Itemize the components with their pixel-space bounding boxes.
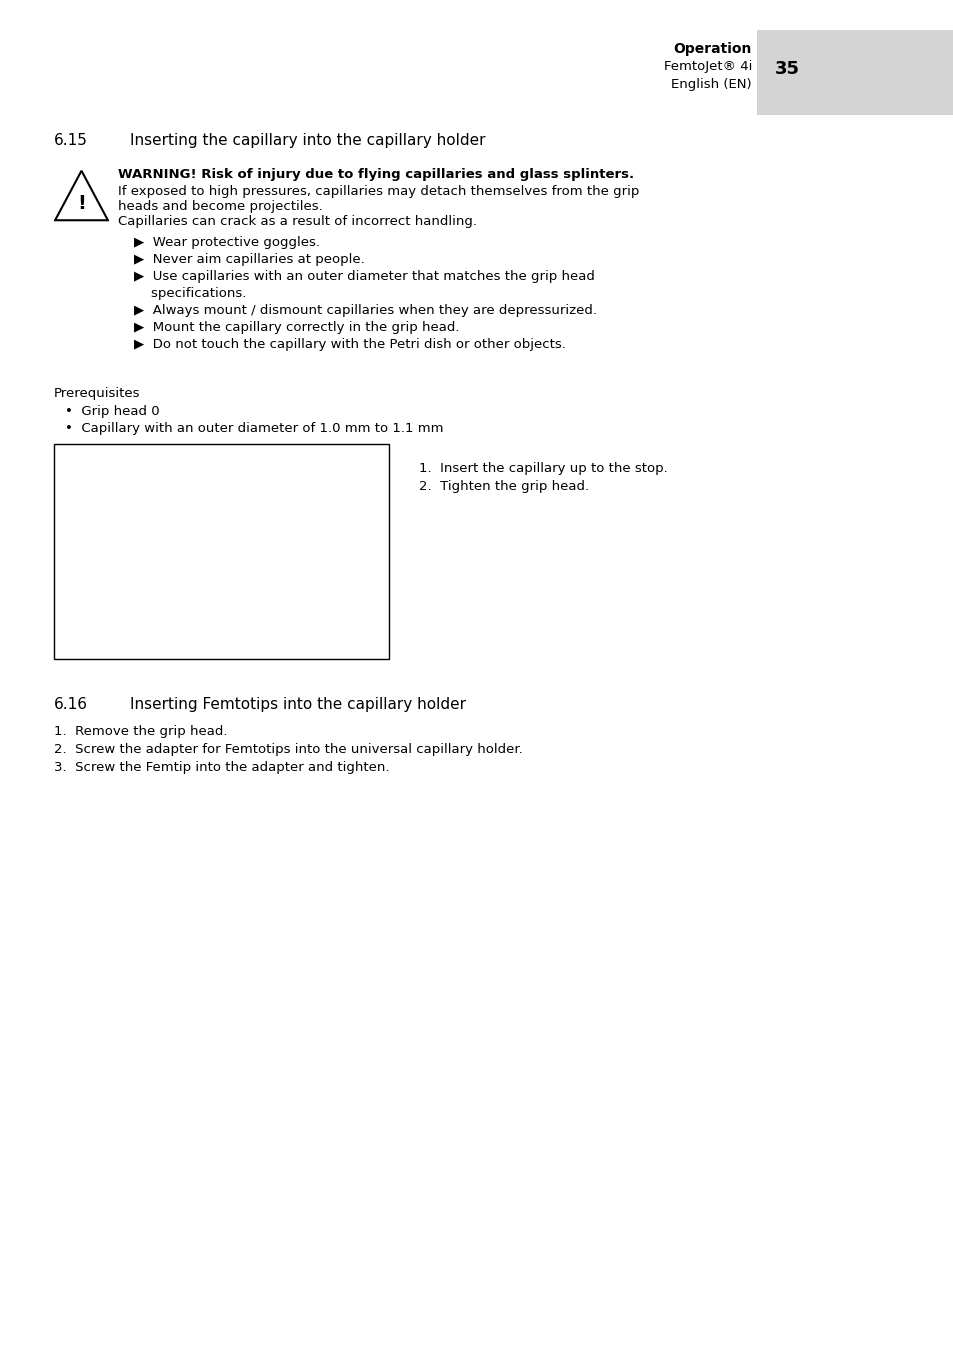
Text: 1.  Insert the capillary up to the stop.: 1. Insert the capillary up to the stop. xyxy=(418,462,667,475)
Polygon shape xyxy=(245,468,368,561)
Text: 6.16: 6.16 xyxy=(54,698,88,713)
Text: 1.  Remove the grip head.: 1. Remove the grip head. xyxy=(54,725,227,738)
Text: ▶  Use capillaries with an outer diameter that matches the grip head: ▶ Use capillaries with an outer diameter… xyxy=(133,270,595,283)
Text: Inserting Femtotips into the capillary holder: Inserting Femtotips into the capillary h… xyxy=(130,698,465,713)
Text: Operation: Operation xyxy=(673,42,751,55)
Text: heads and become projectiles.: heads and become projectiles. xyxy=(118,200,322,214)
Text: ▶  Mount the capillary correctly in the grip head.: ▶ Mount the capillary correctly in the g… xyxy=(133,320,459,334)
Text: •  Grip head 0: • Grip head 0 xyxy=(65,406,159,418)
Text: !: ! xyxy=(77,195,86,214)
Text: 35: 35 xyxy=(774,59,800,78)
Text: 2.  Tighten the grip head.: 2. Tighten the grip head. xyxy=(418,480,589,493)
Text: ▶  Always mount / dismount capillaries when they are depressurized.: ▶ Always mount / dismount capillaries wh… xyxy=(133,304,597,316)
Text: 6.15: 6.15 xyxy=(54,132,88,147)
Text: FemtoJet® 4i: FemtoJet® 4i xyxy=(663,59,751,73)
Polygon shape xyxy=(213,542,263,584)
Text: •  Capillary with an outer diameter of 1.0 mm to 1.1 mm: • Capillary with an outer diameter of 1.… xyxy=(65,422,443,435)
Text: ▶  Wear protective goggles.: ▶ Wear protective goggles. xyxy=(133,237,319,249)
Text: Capillaries can crack as a result of incorrect handling.: Capillaries can crack as a result of inc… xyxy=(118,215,476,228)
Text: specifications.: specifications. xyxy=(133,287,246,300)
Polygon shape xyxy=(242,541,264,564)
Text: WARNING! Risk of injury due to flying capillaries and glass splinters.: WARNING! Risk of injury due to flying ca… xyxy=(118,168,634,181)
Text: English (EN): English (EN) xyxy=(671,78,751,91)
FancyArrow shape xyxy=(129,585,173,617)
Text: If exposed to high pressures, capillaries may detach themselves from the grip: If exposed to high pressures, capillarie… xyxy=(118,185,639,197)
Polygon shape xyxy=(193,575,220,596)
Text: Prerequisites: Prerequisites xyxy=(54,387,140,400)
Text: ▶  Never aim capillaries at people.: ▶ Never aim capillaries at people. xyxy=(133,253,364,266)
Text: Inserting the capillary into the capillary holder: Inserting the capillary into the capilla… xyxy=(130,132,485,147)
Text: ▶  Do not touch the capillary with the Petri dish or other objects.: ▶ Do not touch the capillary with the Pe… xyxy=(133,338,565,352)
Text: 2.  Screw the adapter for Femtotips into the universal capillary holder.: 2. Screw the adapter for Femtotips into … xyxy=(54,744,522,756)
Text: 3.  Screw the Femtip into the adapter and tighten.: 3. Screw the Femtip into the adapter and… xyxy=(54,761,389,773)
Polygon shape xyxy=(55,170,108,220)
